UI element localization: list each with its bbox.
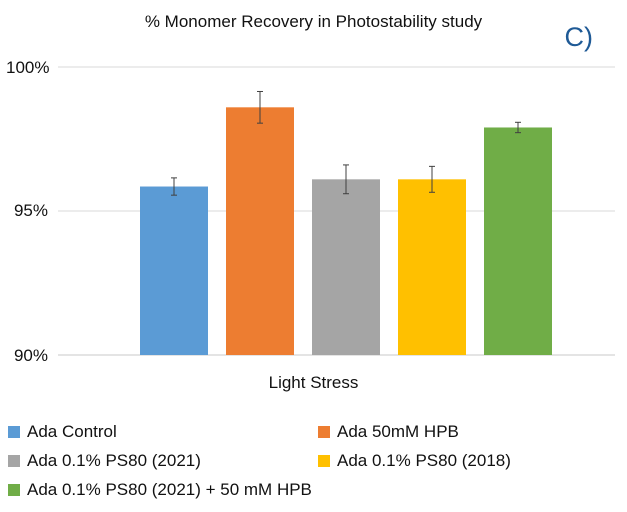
legend-label: Ada 50mM HPB bbox=[337, 422, 459, 441]
legend-label: Ada 0.1% PS80 (2018) bbox=[337, 451, 511, 470]
y-tick-label-100: 100% bbox=[6, 58, 50, 77]
legend-label: Ada 0.1% PS80 (2021) + 50 mM HPB bbox=[27, 480, 312, 499]
legend-item-ada-control: Ada Control bbox=[8, 422, 117, 442]
bar bbox=[226, 107, 294, 355]
legend-label: Ada 0.1% PS80 (2021) bbox=[27, 451, 201, 470]
legend-swatch bbox=[318, 455, 330, 467]
legend-item-ada-50mm-hpb: Ada 50mM HPB bbox=[318, 422, 459, 442]
x-axis-category-label: Light Stress bbox=[268, 373, 359, 392]
panel-label: C) bbox=[564, 22, 594, 52]
legend-swatch bbox=[8, 484, 20, 496]
legend-item-ada-ps80-2018: Ada 0.1% PS80 (2018) bbox=[318, 451, 511, 471]
legend-swatch bbox=[8, 455, 20, 467]
bar bbox=[312, 179, 380, 355]
bar bbox=[140, 186, 208, 355]
legend-label: Ada Control bbox=[27, 422, 117, 441]
legend-swatch bbox=[8, 426, 20, 438]
y-tick-label-95: 95% bbox=[13, 201, 48, 220]
legend-item-ada-ps80-2021-hpb: Ada 0.1% PS80 (2021) + 50 mM HPB bbox=[8, 480, 312, 500]
bar bbox=[398, 179, 466, 355]
legend-item-ada-ps80-2021: Ada 0.1% PS80 (2021) bbox=[8, 451, 201, 471]
legend-swatch bbox=[318, 426, 330, 438]
chart-title: % Monomer Recovery in Photostability stu… bbox=[144, 12, 483, 31]
y-tick-label-90: 90% bbox=[13, 346, 48, 365]
bar bbox=[484, 127, 552, 355]
